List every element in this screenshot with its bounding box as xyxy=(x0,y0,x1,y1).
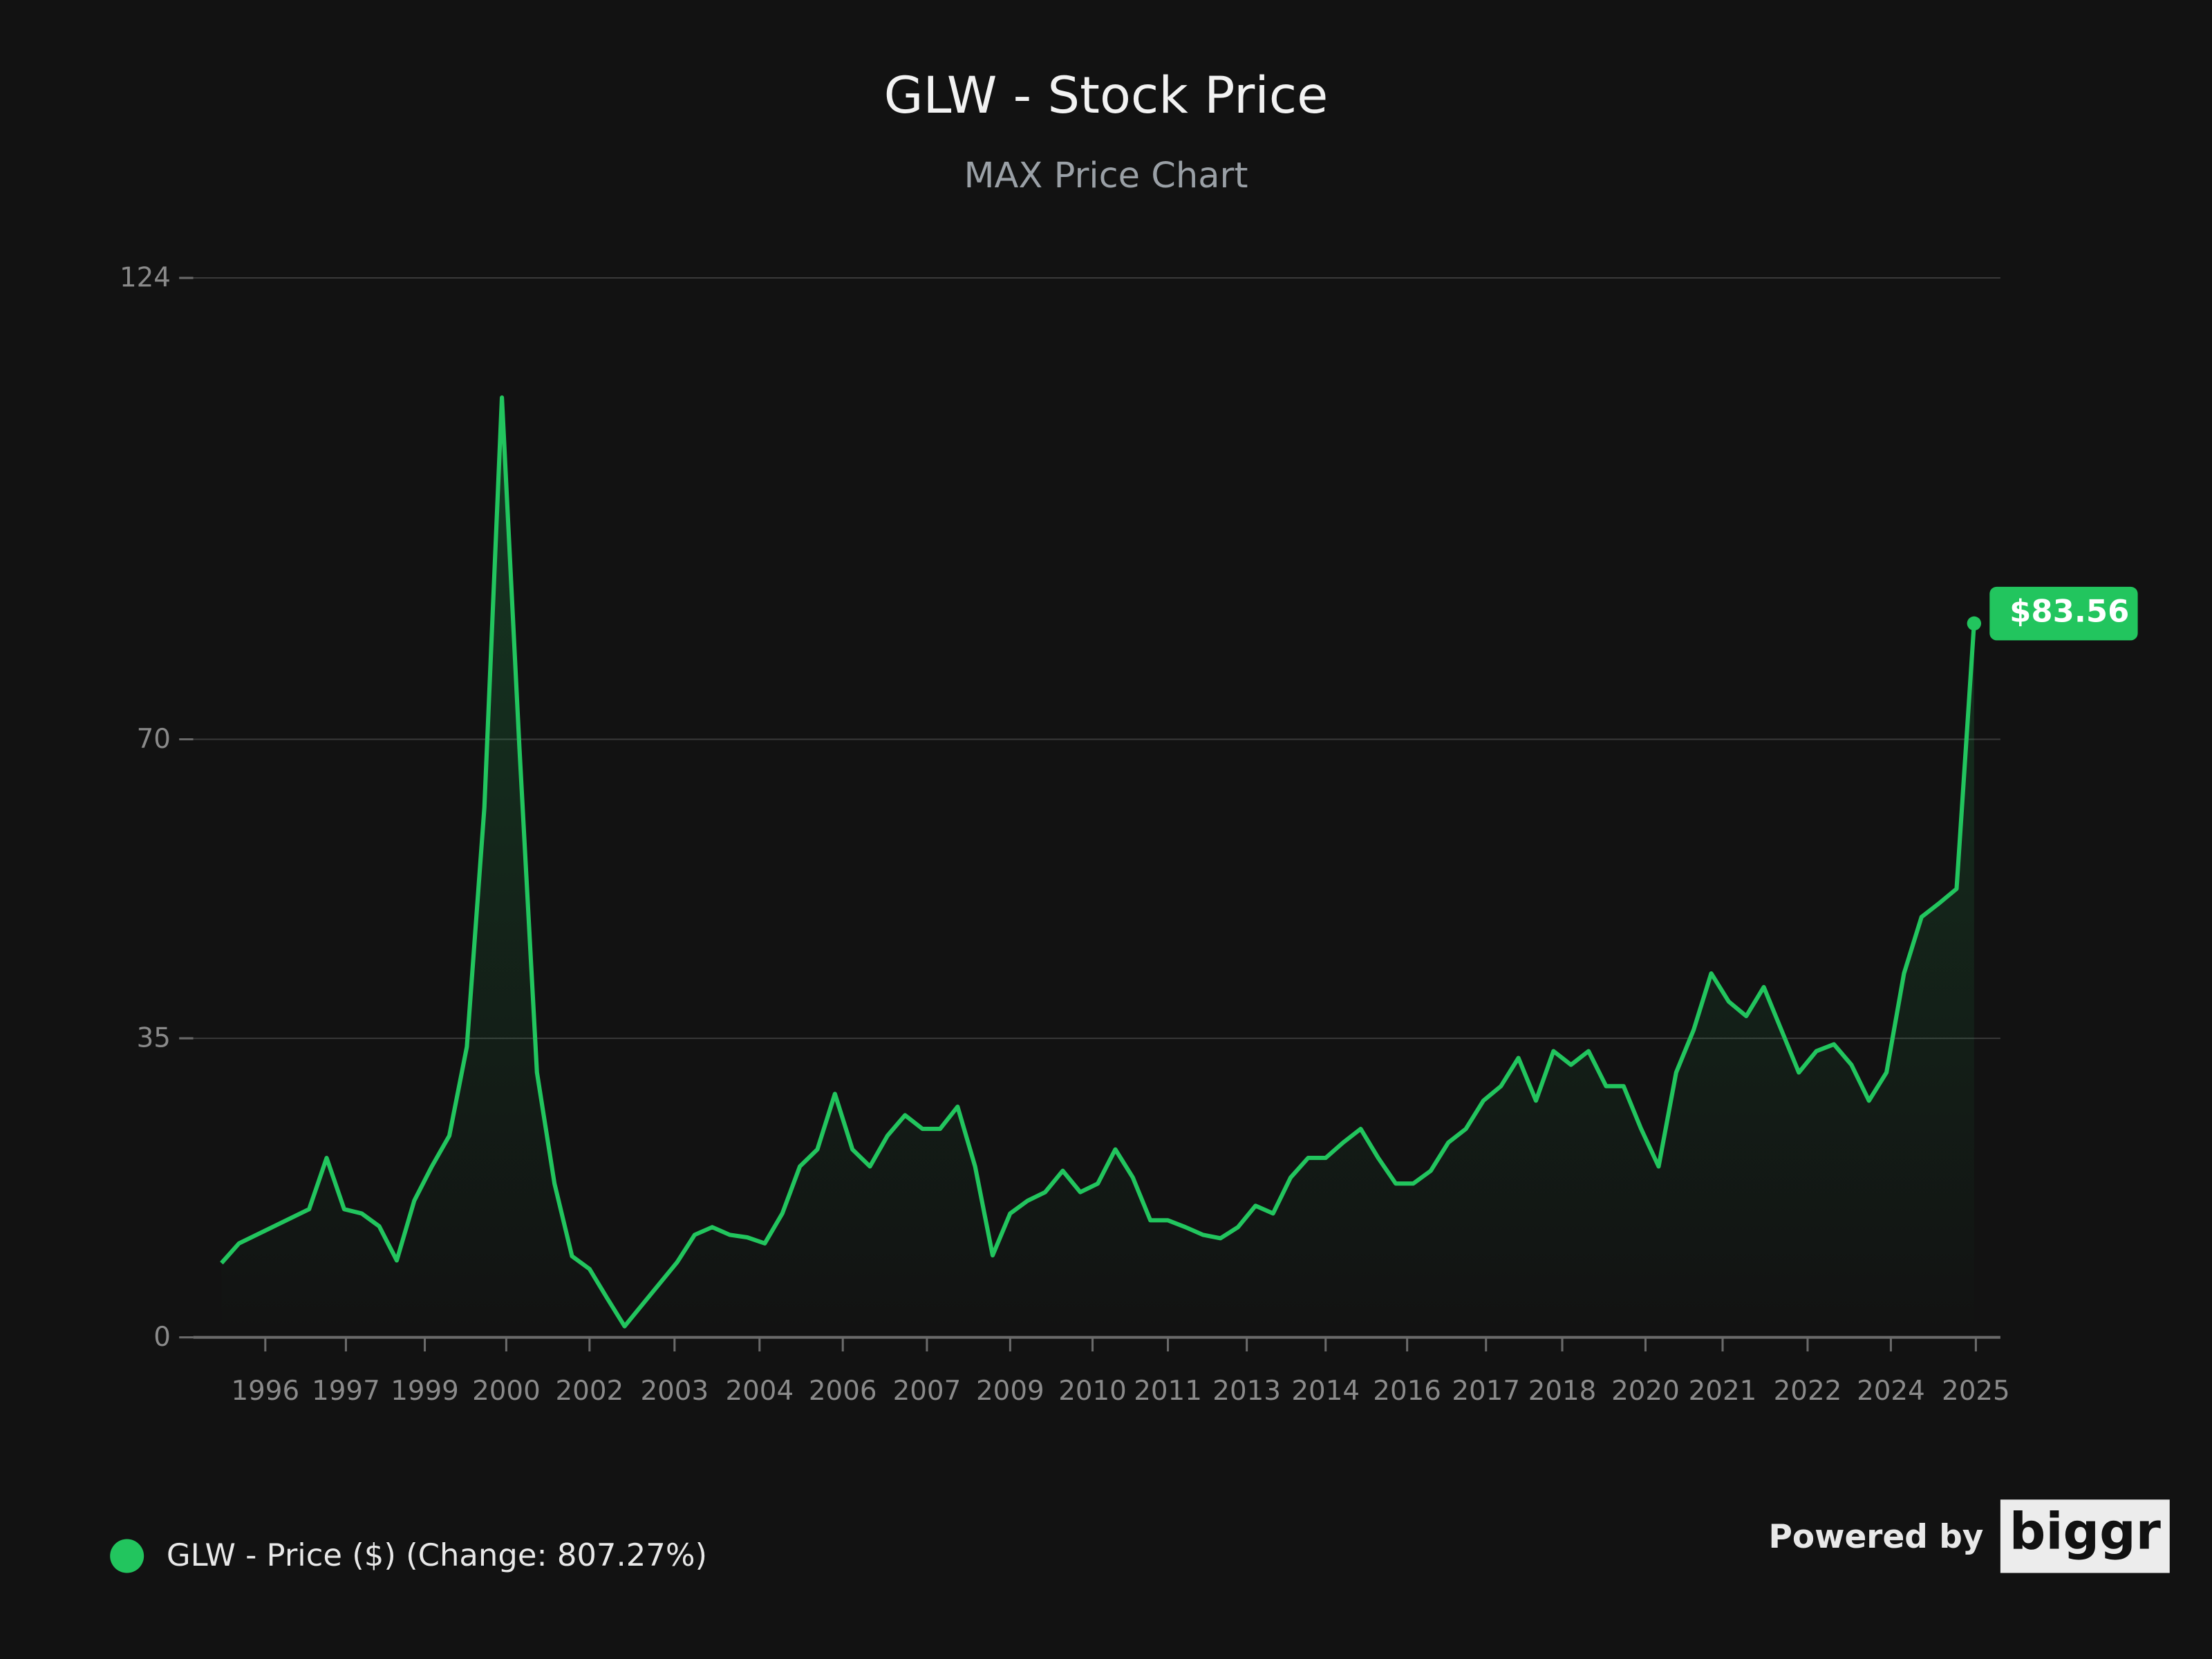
x-tick-label: 2016 xyxy=(1373,1376,1441,1407)
x-tick-label: 2021 xyxy=(1689,1376,1757,1407)
powered-by: Powered by xyxy=(1769,1518,1984,1556)
x-tick-label: 2013 xyxy=(1212,1376,1281,1407)
y-tick-label: 35 xyxy=(137,1023,171,1054)
x-tick-label: 1999 xyxy=(391,1376,459,1407)
x-tick-label: 2002 xyxy=(556,1376,624,1407)
x-tick-label: 2014 xyxy=(1291,1376,1360,1407)
x-tick-label: 2024 xyxy=(1857,1376,1925,1407)
end-point xyxy=(1967,616,1982,631)
x-tick-label: 2017 xyxy=(1452,1376,1520,1407)
x-tick-label: 2003 xyxy=(640,1376,709,1407)
y-tick-label: 0 xyxy=(153,1322,171,1353)
price-line xyxy=(220,395,1976,1329)
x-tick-label: 2011 xyxy=(1134,1376,1202,1407)
chart-title: GLW - Stock Price xyxy=(884,66,1329,125)
y-tick-label: 124 xyxy=(120,263,171,294)
chart-subtitle: MAX Price Chart xyxy=(964,156,1248,196)
plot: $83.56 xyxy=(220,395,2138,1338)
legend-label: GLW - Price ($) (Change: 807.27%) xyxy=(167,1537,707,1573)
x-tick-label: 2020 xyxy=(1611,1376,1680,1407)
x-tick-label: 2022 xyxy=(1774,1376,1842,1407)
legend-swatch xyxy=(110,1539,144,1573)
logo: biggr xyxy=(2009,1502,2162,1561)
value-label-box xyxy=(1989,586,2138,641)
x-tick-label: 2010 xyxy=(1058,1376,1127,1407)
x-tick-label: 2000 xyxy=(472,1376,541,1407)
x-tick-label: 2009 xyxy=(976,1376,1044,1407)
y-tick-label: 70 xyxy=(137,724,171,755)
x-tick-label: 1996 xyxy=(231,1376,299,1407)
x-tick-label: 2007 xyxy=(893,1376,962,1407)
x-tick-label: 2006 xyxy=(809,1376,877,1407)
value-label: $83.56 xyxy=(2009,593,2129,630)
x-tick-label: 2004 xyxy=(725,1376,794,1407)
x-tick-label: 2025 xyxy=(1942,1376,2010,1407)
x-tick-label: 2018 xyxy=(1528,1376,1597,1407)
logo-box xyxy=(2000,1499,2170,1573)
x-tick-label: 1997 xyxy=(312,1376,380,1407)
